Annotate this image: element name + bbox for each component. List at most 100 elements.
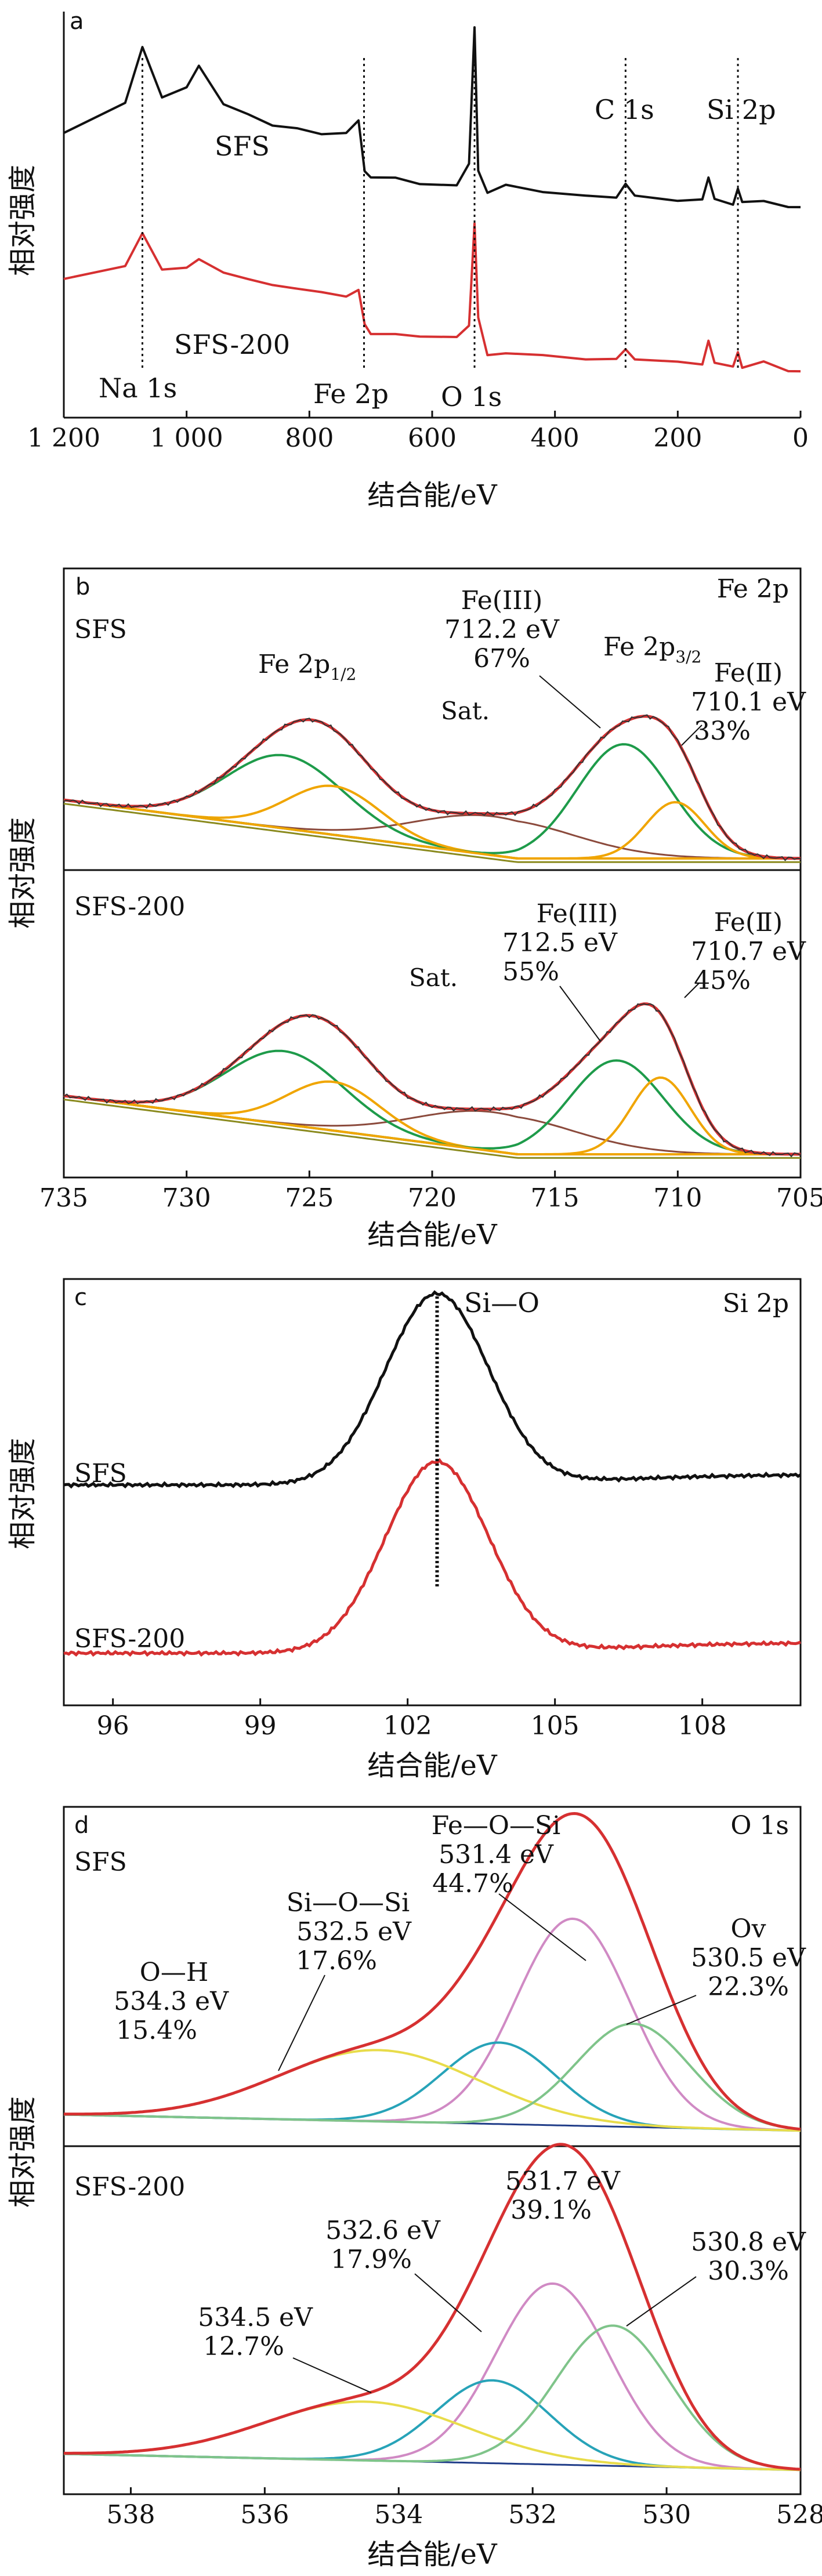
panel-d-bot-c-leader <box>292 2357 372 2393</box>
panel-b-sfs200-fe2-peak <box>63 1076 801 1155</box>
panel-d-top-siosi-pct: 17.6% <box>296 1946 377 1976</box>
panel-d-top-oh-pct: 15.4% <box>116 2016 197 2045</box>
panel-b-top-fe2-ev: 710.1 eV <box>691 687 806 717</box>
panel-a-series <box>63 26 801 373</box>
panel-b-bot-fe3: Fe(III) <box>537 899 618 929</box>
x-tick-label: 715 <box>531 1183 580 1213</box>
panel-c-peak-label: Si—O <box>464 1287 539 1318</box>
x-tick-label: 800 <box>285 423 334 453</box>
panel-a: 1 200 1 000 800 600 400 200 0 a SFS SFS-200 Na… <box>6 8 809 512</box>
panel-d-label-sfs: SFS <box>74 1847 127 1877</box>
panel-b: 735 730 725 720 715 710 705 b Fe 2p SFS SFS-20… <box>6 567 822 1251</box>
panel-a-series-sfs <box>63 26 801 209</box>
panel-b-sfs-raw-data <box>63 714 801 861</box>
x-tick-label: 725 <box>285 1183 334 1213</box>
x-tick-label: 99 <box>244 1711 277 1741</box>
panel-b-x-label: 结合能/eV <box>367 1219 498 1251</box>
x-tick-label: 735 <box>39 1183 88 1213</box>
x-tick-label: 96 <box>97 1711 129 1741</box>
panel-c-series-sfs200 <box>63 1458 801 1657</box>
x-tick-label: 0 <box>792 423 809 453</box>
panel-b-label-sfs: SFS <box>74 615 127 644</box>
panel-d-bot-c-ev: 534.5 eV <box>198 2303 313 2332</box>
panel-b-top-sat: Sat. <box>441 697 490 725</box>
panel-b-label-fe2p32: Fe 2p3/2 <box>603 632 701 666</box>
x-tick-label: 538 <box>106 2500 155 2530</box>
panel-d-top-oh-ev: 534.3 eV <box>114 1987 229 2016</box>
panel-d-title: O 1s <box>730 1811 789 1840</box>
panel-b-bot-fe2-ev: 710.7 eV <box>691 937 806 966</box>
x-tick-label: 1 200 <box>27 423 100 453</box>
panel-a-letter: a <box>70 8 84 35</box>
panel-b-bot-fe3-leader <box>559 986 601 1042</box>
panel-d-sfs200-envelope <box>64 2143 801 2471</box>
panel-d-bot-d-ev: 530.8 eV <box>691 2227 806 2257</box>
panel-d-top-ov-ev: 530.5 eV <box>691 1943 806 1973</box>
panel-a-x-label: 结合能/eV <box>367 479 498 512</box>
panel-b-top-fe3-ev: 712.2 eV <box>444 615 560 644</box>
panel-d-top-siosi-ev: 532.5 eV <box>296 1917 412 1947</box>
panel-a-label-sfs200: SFS-200 <box>174 329 290 360</box>
panel-a-y-label: 相对强度 <box>6 165 39 276</box>
panel-d-bot-b-leader <box>414 2273 482 2332</box>
panel-d-label-sfs200: SFS-200 <box>74 2172 185 2202</box>
panel-b-y-label: 相对强度 <box>6 817 39 929</box>
panel-a-series-sfs200 <box>63 222 801 373</box>
x-tick-label: 730 <box>162 1183 211 1213</box>
panel-a-label-fe: Fe 2p <box>313 378 389 410</box>
panel-b-label-sfs200: SFS-200 <box>74 892 185 922</box>
panel-d: 538 536 534 532 530 528 d O 1s SFS SFS-200 Fe… <box>6 1806 822 2571</box>
panel-a-peak-markers <box>141 58 739 371</box>
x-tick-label: 200 <box>653 423 702 453</box>
panel-c-title: Si 2p <box>723 1289 789 1318</box>
panel-b-bot-fe3-pct: 55% <box>502 957 559 987</box>
panel-d-top-oh: O—H <box>140 1958 208 1987</box>
panel-a-label-o: O 1s <box>441 381 502 412</box>
panel-b-bot-fe3-ev: 712.5 eV <box>502 928 618 958</box>
panel-d-sfs200-peak-ov <box>63 2324 801 2471</box>
panel-d-top-feosi-pct: 44.7% <box>432 1869 513 1899</box>
panel-d-top-ov-leader <box>626 1995 697 2025</box>
panel-c-curves <box>63 1290 802 1657</box>
panel-d-x-label: 结合能/eV <box>367 2538 498 2571</box>
panel-b-top-fe2-pct: 33% <box>694 716 751 746</box>
panel-d-bot-d-leader <box>626 2276 697 2327</box>
panel-d-bot-b-pct: 17.9% <box>331 2245 412 2274</box>
panel-c-series-sfs <box>63 1290 802 1489</box>
panel-c-x-ticks: 96 99 102 105 108 <box>97 1698 727 1741</box>
panel-d-sfs200-peak-feosi <box>63 2282 801 2472</box>
panel-b-top-fe3: Fe(III) <box>461 586 543 615</box>
panel-b-sfs200-background-olive <box>63 1099 801 1159</box>
panel-b-sfs200-raw-data <box>63 1003 801 1158</box>
x-tick-label: 720 <box>408 1183 457 1213</box>
x-tick-label: 108 <box>678 1711 727 1741</box>
x-tick-label: 102 <box>383 1711 432 1741</box>
panel-d-bot-c-pct: 12.7% <box>203 2332 284 2361</box>
panel-d-x-ticks: 538 536 534 532 530 528 <box>106 2487 822 2530</box>
panel-d-letter: d <box>74 1812 89 1839</box>
x-tick-label: 528 <box>776 2500 822 2530</box>
panel-d-curves <box>63 1811 801 2472</box>
panel-a-x-ticks: 1 200 1 000 800 600 400 200 0 <box>27 411 809 453</box>
x-tick-label: 1 000 <box>150 423 223 453</box>
panel-b-top-fe2-leader <box>681 724 702 746</box>
panel-b-letter: b <box>75 574 90 600</box>
panel-b-sfs-fe2-peak <box>63 799 801 860</box>
panel-c-frame <box>63 1278 802 1707</box>
x-tick-label: 600 <box>408 423 457 453</box>
panel-b-top-fe2: Fe(Ⅱ) <box>714 658 783 688</box>
panel-d-bot-d-pct: 30.3% <box>708 2256 789 2286</box>
panel-d-sfs-peak-ov <box>63 2023 801 2131</box>
panel-d-bot-b-ev: 532.6 eV <box>325 2216 441 2245</box>
panel-c: 96 99 102 105 108 c Si 2p Si—O SFS SFS-200 结… <box>6 1278 802 1782</box>
panel-a-label-sfs: SFS <box>215 131 270 162</box>
panel-d-top-feosi-ev: 531.4 eV <box>439 1840 554 1869</box>
panel-b-sfs-background-olive <box>63 803 801 863</box>
panel-d-top-feosi-leader <box>498 1893 586 1961</box>
panel-d-top-siosi-leader <box>278 1974 325 2071</box>
panel-d-top-ov: Ov <box>731 1914 766 1944</box>
panel-c-label-sfs200: SFS-200 <box>74 1624 185 1654</box>
x-tick-label: 105 <box>531 1711 580 1741</box>
x-tick-label: 705 <box>776 1183 822 1213</box>
